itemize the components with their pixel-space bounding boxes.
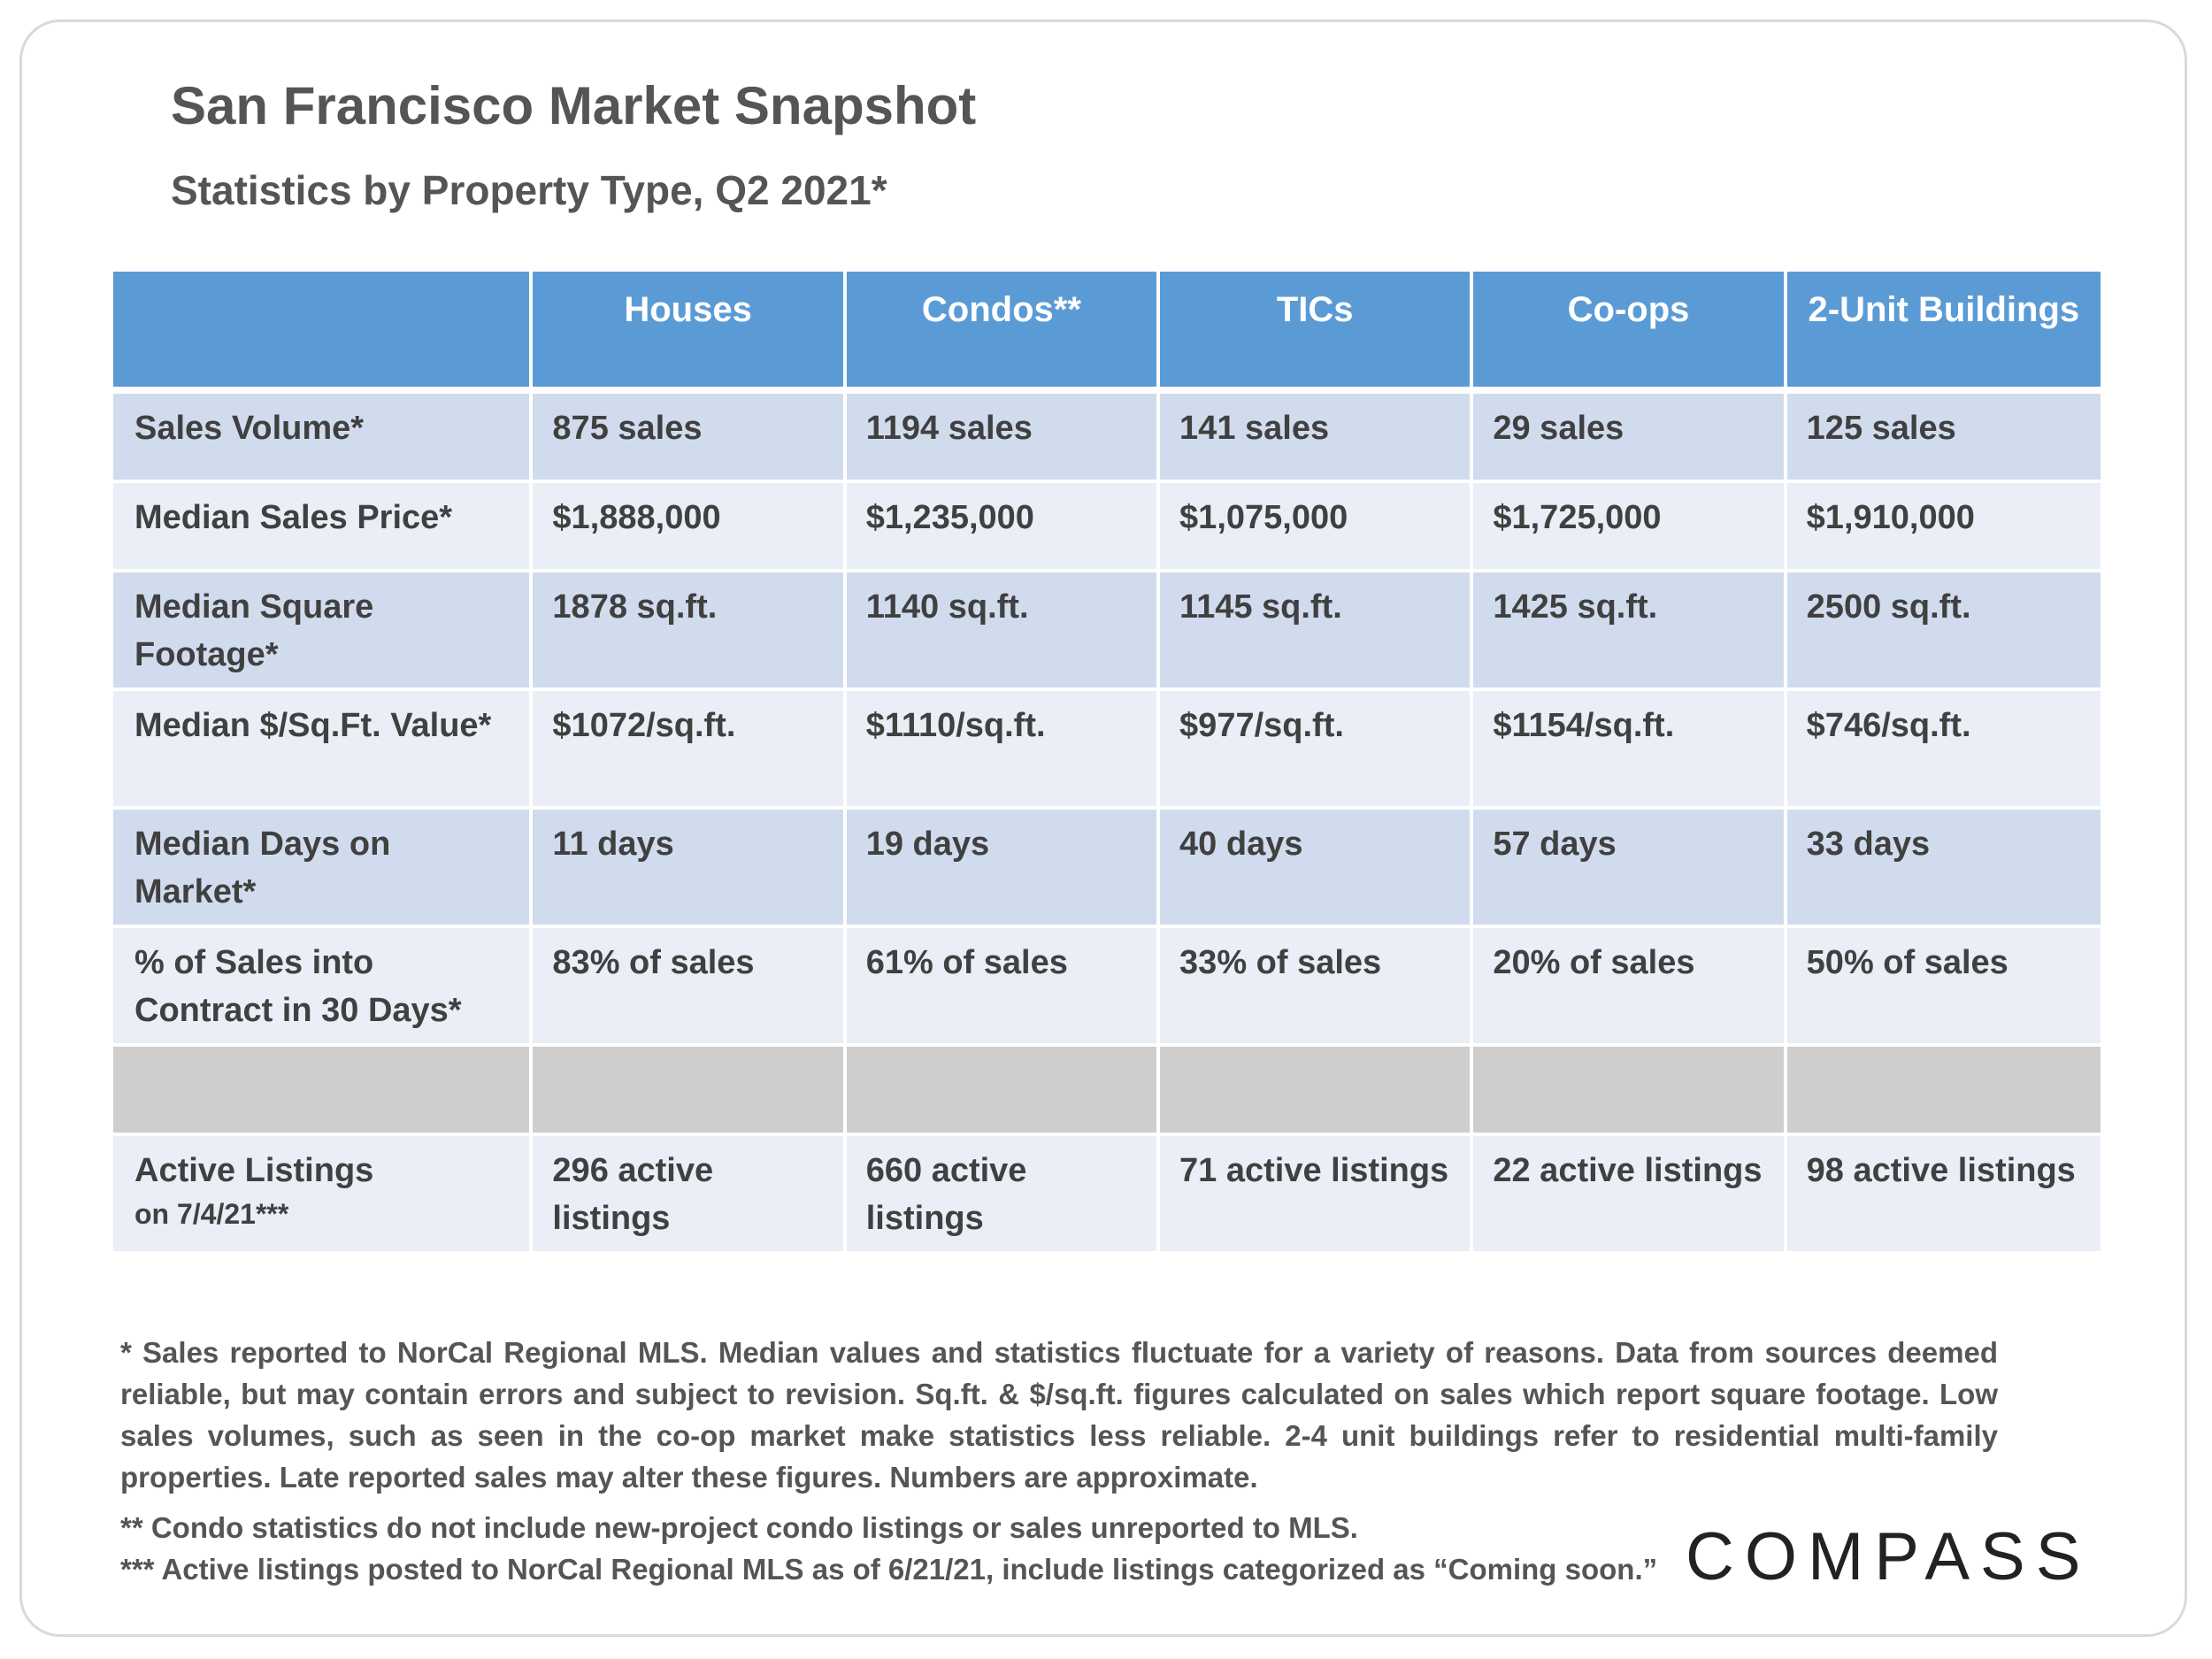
table-cell: $746/sq.ft. — [1786, 691, 2101, 810]
column-header-2-unit-buildings: 2-Unit Buildings — [1786, 272, 2101, 394]
table-spacer-row — [113, 1047, 2101, 1136]
spacer-cell — [1786, 1047, 2101, 1136]
table-cell: $1,075,000 — [1160, 483, 1474, 572]
row-label-active-listings: Active Listings on 7/4/21*** — [113, 1136, 534, 1255]
table-cell: 22 active listings — [1473, 1136, 1787, 1255]
column-header-empty — [113, 272, 534, 394]
table-header-row: Houses Condos** TICs Co-ops 2-Unit Build… — [113, 272, 2101, 394]
table-cell: $1110/sq.ft. — [846, 691, 1161, 810]
row-label: % of Sales into Contract in 30 Days* — [113, 928, 534, 1047]
table-cell: 1140 sq.ft. — [846, 572, 1161, 691]
column-header-condos: Condos** — [846, 272, 1161, 394]
table-row-median-sales-price: Median Sales Price* $1,888,000 $1,235,00… — [113, 483, 2101, 572]
table-cell: $1,725,000 — [1473, 483, 1787, 572]
table-cell: 1425 sq.ft. — [1473, 572, 1787, 691]
spacer-cell — [1160, 1047, 1474, 1136]
row-label: Median Days on Market* — [113, 810, 534, 928]
table-cell: $1,235,000 — [846, 483, 1161, 572]
row-label: Sales Volume* — [113, 394, 534, 483]
table-cell: 125 sales — [1786, 394, 2101, 483]
spacer-cell — [1473, 1047, 1787, 1136]
spacer-cell — [113, 1047, 534, 1136]
table-cell: 61% of sales — [846, 928, 1161, 1047]
table-row-median-square-footage: Median Square Footage* 1878 sq.ft. 1140 … — [113, 572, 2101, 691]
spacer-cell — [846, 1047, 1161, 1136]
table-cell: 19 days — [846, 810, 1161, 928]
page-subtitle: Statistics by Property Type, Q2 2021* — [171, 167, 887, 213]
compass-logo: COMPASS — [1686, 1519, 2092, 1594]
table-cell: 98 active listings — [1786, 1136, 2101, 1255]
table-cell: 660 active listings — [846, 1136, 1161, 1255]
table-cell: 40 days — [1160, 810, 1474, 928]
column-header-tics: TICs — [1160, 272, 1474, 394]
page-title: San Francisco Market Snapshot — [171, 76, 977, 135]
table-cell: $1,910,000 — [1786, 483, 2101, 572]
row-label: Median Square Footage* — [113, 572, 534, 691]
table-cell: $1,888,000 — [533, 483, 847, 572]
table-cell: 1878 sq.ft. — [533, 572, 847, 691]
table-cell: 875 sales — [533, 394, 847, 483]
table-cell: 1194 sales — [846, 394, 1161, 483]
row-label: Active Listings — [134, 1152, 374, 1189]
footnote-condo: ** Condo statistics do not include new-p… — [120, 1511, 1358, 1544]
table-cell: 83% of sales — [533, 928, 847, 1047]
footnotes: * Sales reported to NorCal Regional MLS.… — [120, 1332, 1998, 1590]
table-cell: 2500 sq.ft. — [1786, 572, 2101, 691]
footnote-active-listings: *** Active listings posted to NorCal Reg… — [120, 1553, 1658, 1586]
table-cell: $1072/sq.ft. — [533, 691, 847, 810]
table-cell: $1154/sq.ft. — [1473, 691, 1787, 810]
table-row-sales-volume: Sales Volume* 875 sales 1194 sales 141 s… — [113, 394, 2101, 483]
table-row-percent-sales-into-contract: % of Sales into Contract in 30 Days* 83%… — [113, 928, 2101, 1047]
table-cell: 71 active listings — [1160, 1136, 1474, 1255]
table-row-median-price-per-sqft: Median $/Sq.Ft. Value* $1072/sq.ft. $111… — [113, 691, 2101, 810]
row-label: Median $/Sq.Ft. Value* — [113, 691, 534, 810]
table-cell: 33% of sales — [1160, 928, 1474, 1047]
statistics-table: Houses Condos** TICs Co-ops 2-Unit Build… — [113, 272, 2101, 1255]
footnote-main: * Sales reported to NorCal Regional MLS.… — [120, 1336, 1998, 1494]
row-sublabel: on 7/4/21*** — [134, 1198, 289, 1230]
table-row-active-listings: Active Listings on 7/4/21*** 296 active … — [113, 1136, 2101, 1255]
table-cell: 1145 sq.ft. — [1160, 572, 1474, 691]
table-cell: 141 sales — [1160, 394, 1474, 483]
table-row-median-days-on-market: Median Days on Market* 11 days 19 days 4… — [113, 810, 2101, 928]
table-cell: 11 days — [533, 810, 847, 928]
table-cell: 33 days — [1786, 810, 2101, 928]
spacer-cell — [533, 1047, 847, 1136]
table-cell: 57 days — [1473, 810, 1787, 928]
table-cell: $977/sq.ft. — [1160, 691, 1474, 810]
table-cell: 20% of sales — [1473, 928, 1787, 1047]
table-cell: 296 active listings — [533, 1136, 847, 1255]
row-label: Median Sales Price* — [113, 483, 534, 572]
column-header-houses: Houses — [533, 272, 847, 394]
column-header-coops: Co-ops — [1473, 272, 1787, 394]
table-cell: 29 sales — [1473, 394, 1787, 483]
table-cell: 50% of sales — [1786, 928, 2101, 1047]
